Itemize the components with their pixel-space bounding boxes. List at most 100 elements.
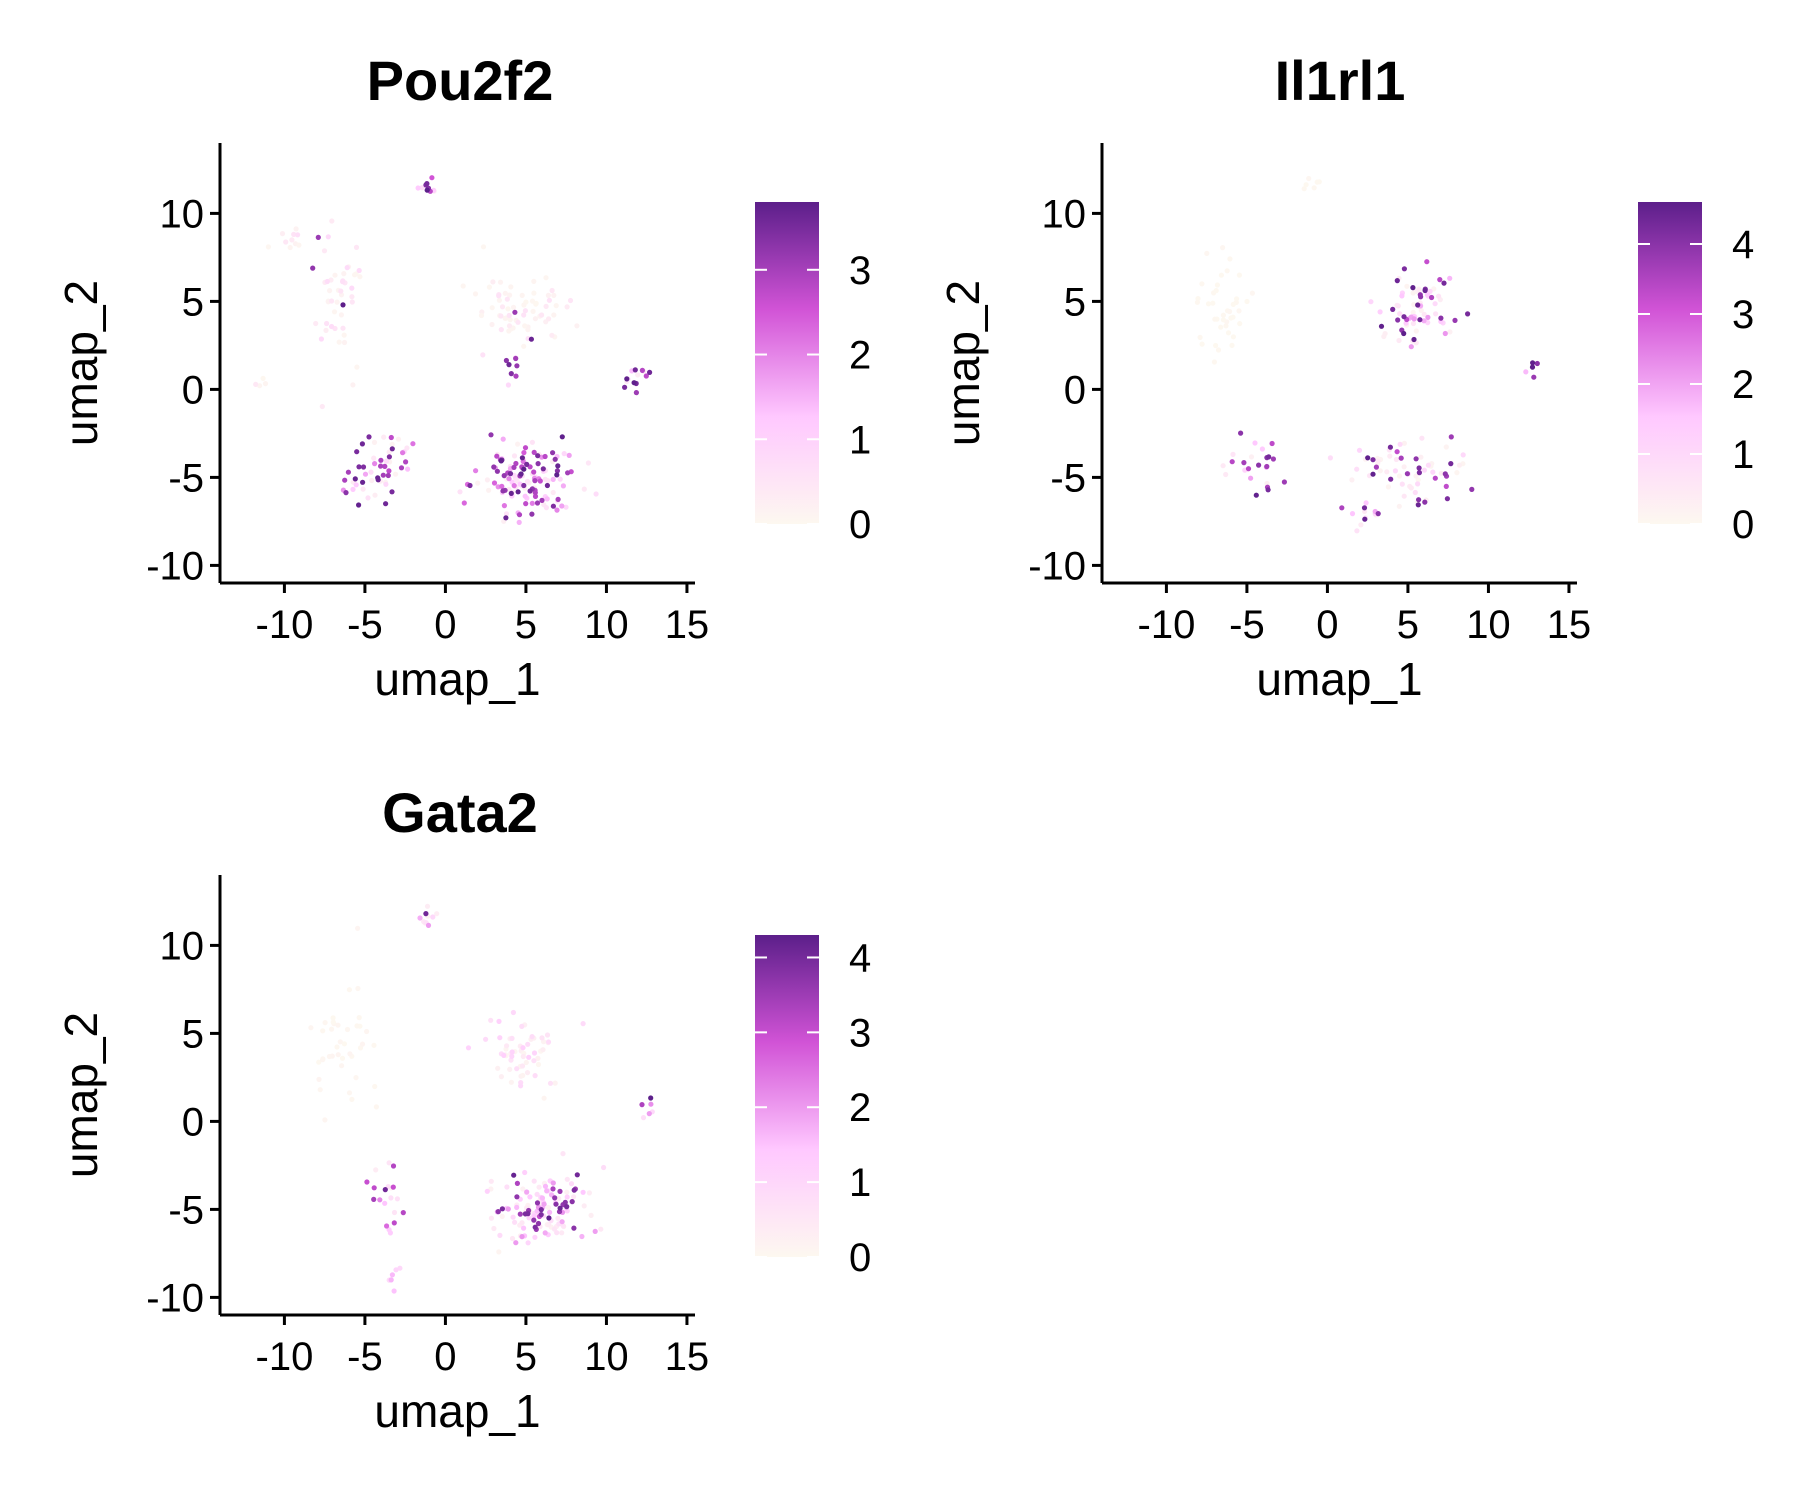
cell-point — [526, 1215, 532, 1221]
cell-point — [539, 497, 545, 503]
cell-point — [1266, 454, 1272, 460]
cell-point — [542, 476, 548, 482]
cell-point — [545, 1204, 552, 1211]
cell-point — [528, 336, 535, 342]
cell-point — [538, 1212, 544, 1218]
cell-point — [388, 434, 394, 441]
cell-point — [494, 468, 500, 474]
cell-point — [564, 1204, 570, 1210]
cell-point — [287, 244, 293, 251]
cell-point — [1448, 434, 1454, 440]
cell-point — [496, 1018, 502, 1024]
cell-point — [496, 1249, 502, 1255]
cell-point — [329, 218, 335, 224]
cell-point — [289, 237, 295, 243]
cell-point — [1396, 503, 1402, 509]
cell-point — [519, 292, 525, 298]
colorbar-gradient — [755, 935, 819, 1257]
cell-point — [579, 1233, 585, 1240]
cell-point — [1303, 182, 1309, 188]
cell-point — [356, 1015, 362, 1021]
cell-point — [506, 486, 512, 492]
cell-point — [473, 468, 479, 474]
cell-point — [1401, 464, 1407, 470]
cell-point — [509, 1235, 516, 1242]
y-tick-label: 0 — [182, 368, 204, 412]
cell-point — [1211, 359, 1217, 365]
cell-point — [316, 1059, 322, 1065]
cell-point — [530, 308, 536, 314]
cell-point — [513, 355, 519, 362]
x-tick-label: 5 — [515, 603, 537, 647]
cell-point — [1356, 447, 1363, 453]
cell-point — [1245, 466, 1252, 472]
cell-point — [516, 519, 522, 526]
colorbar-tick-label: 3 — [1732, 293, 1754, 337]
cell-point — [337, 1039, 343, 1045]
cell-point — [508, 1079, 514, 1085]
cell-point — [535, 461, 541, 467]
cell-point — [403, 459, 409, 465]
cell-point — [1387, 453, 1393, 459]
cell-point — [1214, 282, 1220, 288]
cell-point — [315, 234, 321, 240]
cell-point — [390, 1163, 397, 1169]
cell-point — [553, 303, 559, 309]
cell-point — [1438, 315, 1444, 321]
cell-point — [523, 501, 529, 507]
cell-point — [461, 500, 467, 506]
cell-point — [554, 468, 561, 474]
cell-point — [320, 1056, 326, 1062]
cell-point — [542, 1230, 548, 1236]
cell-point — [334, 299, 340, 305]
cell-point — [544, 1032, 551, 1038]
cell-point — [1220, 312, 1226, 318]
cell-point — [539, 1195, 546, 1201]
cell-point — [521, 482, 527, 489]
cell-point — [524, 1070, 531, 1076]
cell-point — [400, 1210, 406, 1216]
cell-point — [349, 285, 355, 291]
cell-point — [514, 1194, 520, 1200]
cell-point — [1259, 446, 1265, 452]
cell-point — [541, 1095, 547, 1101]
cell-point — [417, 915, 423, 921]
x-tick-label: 15 — [1547, 603, 1592, 647]
cell-point — [550, 1186, 556, 1192]
cell-point — [371, 1185, 377, 1191]
cell-point — [503, 515, 509, 521]
cell-point — [397, 1265, 403, 1271]
cell-point — [1531, 374, 1537, 380]
cell-point — [550, 450, 556, 456]
cell-point — [1432, 301, 1438, 307]
cell-point — [1213, 288, 1219, 294]
cell-point — [560, 1223, 566, 1229]
cell-point — [353, 271, 359, 277]
cell-point — [531, 1050, 538, 1056]
cell-point — [552, 1080, 558, 1086]
cell-point — [1224, 268, 1230, 274]
cell-point — [1441, 280, 1447, 286]
cell-point — [345, 469, 351, 475]
cell-point — [327, 288, 333, 294]
cell-point — [372, 1083, 378, 1090]
colorbar-gradient — [755, 202, 819, 524]
cell-point — [548, 1192, 555, 1198]
cell-point — [517, 1211, 523, 1217]
cell-point — [519, 1220, 525, 1226]
cell-point — [524, 478, 531, 484]
cell-point — [321, 248, 328, 254]
y-tick-label: 5 — [1064, 280, 1086, 324]
cell-point — [531, 290, 537, 296]
cell-point — [529, 1034, 535, 1040]
cell-point — [519, 1234, 525, 1240]
cell-point — [460, 283, 466, 289]
cell-point — [521, 343, 527, 349]
cell-point — [593, 491, 599, 497]
cell-point — [1230, 301, 1236, 307]
x-tick-label: 10 — [584, 1335, 629, 1379]
cell-point — [1375, 510, 1381, 517]
x-axis-label: umap_1 — [1256, 653, 1422, 705]
cell-point — [1436, 293, 1442, 299]
cell-point — [344, 1026, 351, 1033]
